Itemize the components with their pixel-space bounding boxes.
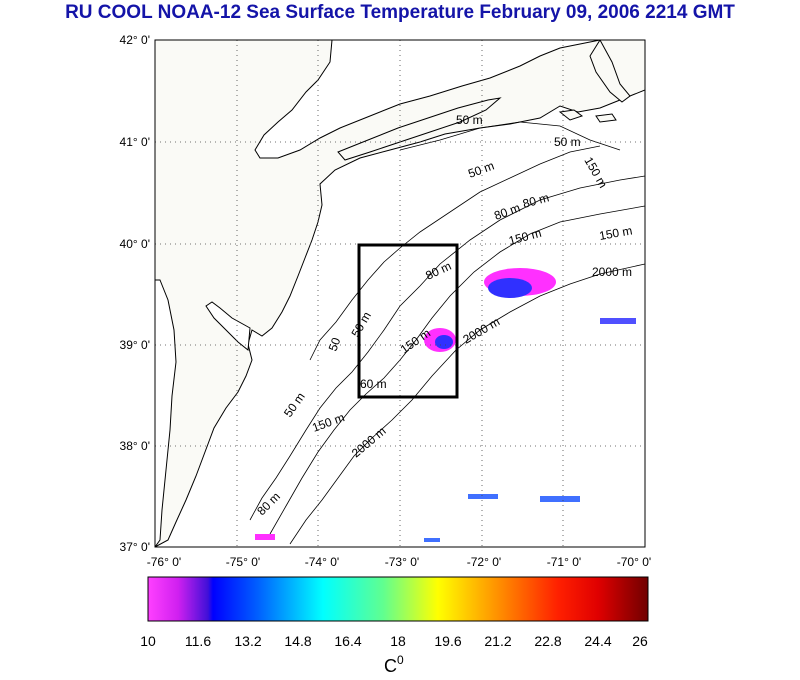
lat-tick-label: 41° 0' [120, 135, 150, 149]
cape-cod [589, 40, 631, 103]
lon-tick-label: -72° 0' [467, 555, 501, 569]
sst-patch-north-cold [488, 278, 532, 298]
long-island [337, 97, 502, 161]
colorbar-tick-label: 10 [140, 633, 156, 649]
isobath-label: 2000 m [592, 265, 632, 279]
colorbar-unit-letter: C [384, 656, 397, 676]
colorbar-tick-label: 11.6 [185, 633, 211, 649]
map-frame [154, 39, 646, 548]
sst-patch-south-3 [424, 538, 440, 542]
lat-tick-label: 37° 0' [120, 540, 150, 554]
isobaths [249, 121, 645, 545]
isobath-label: 50 m [456, 113, 483, 127]
lon-tick-label: -70° 0' [617, 555, 651, 569]
isobath-label: 80 m [521, 190, 550, 210]
isobath-2000m [289, 263, 645, 545]
lat-tick-label: 39° 0' [120, 338, 150, 352]
colorbar-tick-label: 26 [632, 633, 648, 649]
isobath-label: 60 m [360, 377, 387, 391]
isobath-50m [309, 121, 621, 361]
lon-tick-label: -74° 0' [305, 555, 339, 569]
lon-tick-label: -71° 0' [547, 555, 581, 569]
lat-tick-label: 42° 0' [120, 33, 150, 47]
isobath-150m [269, 205, 645, 535]
sst-patch-east [600, 318, 636, 324]
sst-patch-coast [255, 534, 275, 540]
sst-patch-south-1 [468, 494, 498, 499]
colorbar-tick-label: 19.6 [434, 633, 461, 649]
colorbar-tick-label: 24.4 [584, 633, 611, 649]
colorbar-tick-label: 21.2 [484, 633, 511, 649]
colorbar [147, 576, 649, 622]
region-box [357, 243, 459, 399]
lon-tick-label: -73° 0' [385, 555, 419, 569]
colorbar-tick-label: 14.8 [284, 633, 311, 649]
delaware-bay [205, 301, 251, 351]
lat-tick-label: 38° 0' [120, 439, 150, 453]
colorbar-tick-label: 16.4 [334, 633, 361, 649]
land-mainland [155, 40, 645, 547]
isobath-label: 50 m [554, 135, 581, 149]
chesapeake-bay [155, 279, 177, 547]
isobath-80m [249, 175, 645, 521]
lon-ticks: -76° 0' -75° 0' -74° 0' -73° 0' -72° 0' … [147, 555, 651, 569]
lon-tick-label: -76° 0' [147, 555, 181, 569]
islands [558, 109, 617, 123]
map-title: RU COOL NOAA-12 Sea Surface Temperature … [65, 2, 735, 23]
lat-ticks: 42° 0' 41° 0' 40° 0' 39° 0' 38° 0' 37° 0… [120, 33, 150, 554]
sst-patch-south-2 [540, 496, 580, 502]
lat-tick-label: 40° 0' [120, 237, 150, 251]
sst-patches [255, 268, 636, 542]
colorbar-unit: C0 [384, 653, 404, 676]
colorbar-tick-label: 13.2 [234, 633, 261, 649]
lon-tick-label: -75° 0' [226, 555, 260, 569]
isobath-label: 50 [326, 335, 344, 353]
isobath-label: 150 m [598, 223, 633, 243]
colorbar-tick-label: 18 [390, 633, 406, 649]
colorbar-tick-label: 22.8 [534, 633, 561, 649]
colorbar-ticks: 10 11.6 13.2 14.8 16.4 18 19.6 21.2 22.8… [140, 633, 648, 649]
colorbar-unit-sup: 0 [397, 653, 404, 667]
sst-patch-mid-cold [435, 335, 453, 349]
